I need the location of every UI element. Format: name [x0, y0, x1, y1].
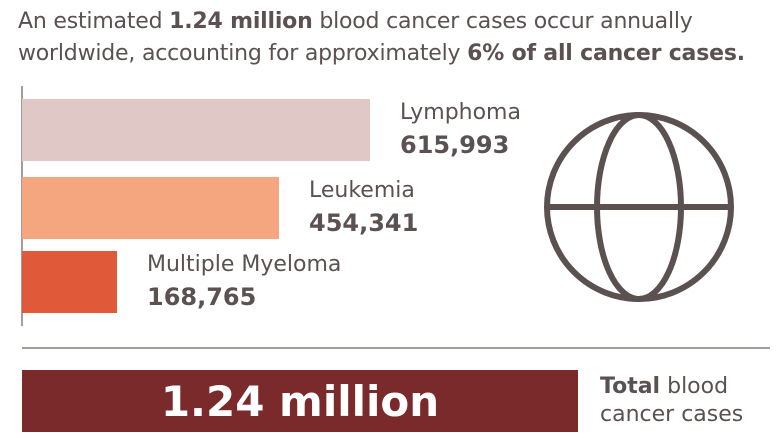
headline-text-2: blood cancer cases occur annually worldw…: [18, 9, 693, 66]
bar-chart: Lymphoma 615,993 Leukemia 454,341 Multiple M…: [21, 86, 521, 326]
bar-value-multiple-myeloma: 168,765: [147, 283, 256, 311]
headline-text-1: An estimated: [18, 9, 170, 34]
total-bar: 1.24 million: [22, 370, 578, 432]
headline-bold-1: 1.24 million: [169, 9, 313, 34]
bar-label-lymphoma: Lymphoma: [400, 100, 521, 125]
bar-multiple-myeloma: [22, 251, 117, 313]
bar-label-leukemia: Leukemia: [309, 178, 415, 203]
bar-value-lymphoma: 615,993: [400, 131, 509, 159]
bars-group: Lymphoma 615,993 Leukemia 454,341 Multiple M…: [22, 99, 521, 313]
headline: An estimated 1.24 million blood cancer c…: [18, 6, 778, 70]
bar-lymphoma: [22, 99, 370, 161]
globe-icon: [544, 112, 734, 302]
bar-label-multiple-myeloma: Multiple Myeloma: [147, 252, 341, 277]
total-caption-bold: Total: [600, 374, 661, 399]
total-value: 1.24 million: [160, 376, 440, 426]
total-caption-rest: blood cancer cases: [600, 374, 744, 427]
bar-value-leukemia: 454,341: [309, 209, 418, 237]
headline-bold-2: 6% of all cancer cases.: [467, 41, 745, 66]
bar-leukemia: [22, 177, 279, 239]
divider: [22, 347, 770, 349]
total-caption: Total blood cancer cases: [600, 373, 780, 429]
